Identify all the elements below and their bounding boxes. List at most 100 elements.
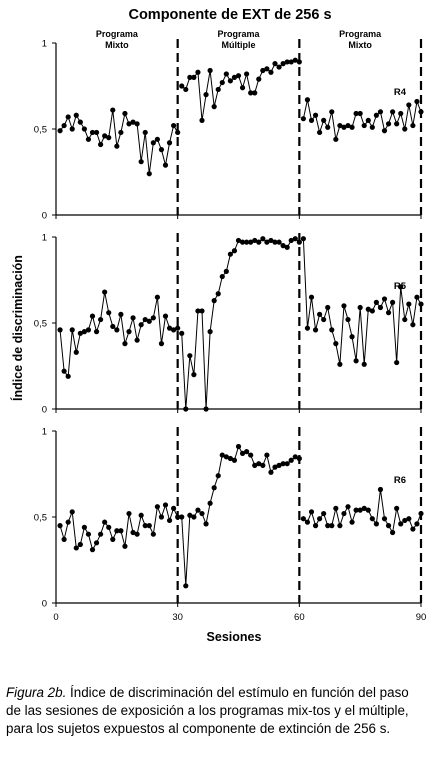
data-point (77, 541, 83, 548)
data-point (166, 140, 173, 146)
data-point (402, 126, 408, 132)
data-point (296, 59, 302, 65)
data-point (227, 455, 233, 462)
data-point (89, 313, 96, 319)
data-point (215, 473, 221, 479)
data-point (191, 514, 197, 520)
data-point (300, 116, 306, 122)
data-point (61, 536, 67, 542)
data-point (211, 104, 217, 110)
data-point (345, 316, 351, 323)
data-point (130, 529, 136, 536)
data-point (158, 514, 165, 520)
data-point (235, 443, 242, 450)
data-point (65, 114, 71, 120)
data-point (349, 519, 355, 525)
data-point (272, 464, 278, 470)
data-point (102, 133, 108, 139)
data-point (256, 461, 262, 467)
data-point (317, 516, 323, 522)
data-point (130, 119, 136, 125)
data-point (300, 236, 306, 242)
data-point (276, 462, 282, 468)
data-point (81, 329, 87, 335)
subject-label: R6 (394, 475, 406, 486)
data-point (69, 126, 75, 132)
data-point (296, 455, 302, 462)
data-point (102, 519, 108, 525)
data-point (239, 239, 246, 245)
y-tick-label: 0,5 (34, 513, 47, 524)
data-point (390, 109, 396, 115)
data-point (106, 310, 112, 316)
data-point (341, 124, 347, 130)
data-point (341, 510, 347, 517)
data-point (118, 129, 124, 136)
y-tick-label: 1 (42, 427, 47, 438)
data-point (203, 92, 209, 98)
data-point (166, 517, 173, 524)
data-point (252, 237, 258, 244)
data-point (357, 507, 363, 513)
series-line (181, 445, 300, 586)
data-point (122, 341, 128, 347)
data-point (398, 110, 404, 117)
data-point (418, 301, 424, 307)
data-point (187, 353, 193, 359)
data-point (345, 504, 351, 510)
data-point (353, 507, 359, 513)
panel-r6: 0 0,5 1 0 30 60 90 R6 (34, 427, 427, 624)
y-tick-label: 0 (42, 405, 47, 416)
data-point (73, 349, 79, 355)
data-point (171, 505, 177, 511)
data-point (171, 122, 177, 129)
data-point (203, 406, 209, 412)
data-point (207, 329, 213, 335)
data-point (337, 361, 343, 367)
data-point (272, 61, 278, 67)
data-point (304, 519, 311, 525)
data-point (244, 239, 250, 245)
data-point (402, 316, 408, 323)
series-line (59, 110, 179, 174)
data-point (394, 505, 400, 511)
data-point (394, 121, 400, 127)
data-point (175, 129, 181, 136)
phase-label: Múltiple (222, 40, 256, 50)
data-point (308, 117, 315, 123)
data-point (134, 337, 140, 343)
data-point (223, 71, 229, 77)
data-point (142, 523, 148, 529)
data-point (377, 109, 384, 115)
data-point (98, 316, 104, 323)
data-point (126, 121, 132, 127)
phase-label: Mixto (105, 40, 129, 50)
data-point (288, 237, 294, 244)
data-point (248, 239, 254, 245)
data-point (227, 78, 233, 84)
data-point (333, 136, 339, 142)
data-point (349, 334, 355, 340)
data-point (187, 512, 193, 518)
data-point (317, 129, 323, 136)
data-point (154, 136, 160, 142)
data-point (118, 311, 124, 317)
data-point (179, 514, 185, 520)
data-point (264, 452, 270, 458)
data-point (114, 143, 120, 149)
data-point (150, 531, 156, 537)
data-point (158, 147, 165, 153)
data-point (260, 67, 266, 74)
data-point (126, 329, 132, 335)
data-point (158, 341, 165, 347)
figure-canvas: Componente de EXT de 256 s 0 0,5 1 Programa… (10, 7, 427, 644)
data-point (329, 327, 335, 333)
data-point (85, 531, 92, 537)
data-point (183, 583, 189, 589)
data-point (349, 124, 355, 130)
data-point (89, 129, 96, 136)
data-point (353, 358, 359, 364)
data-point (390, 299, 396, 305)
data-point (264, 66, 270, 72)
data-point (248, 452, 254, 458)
